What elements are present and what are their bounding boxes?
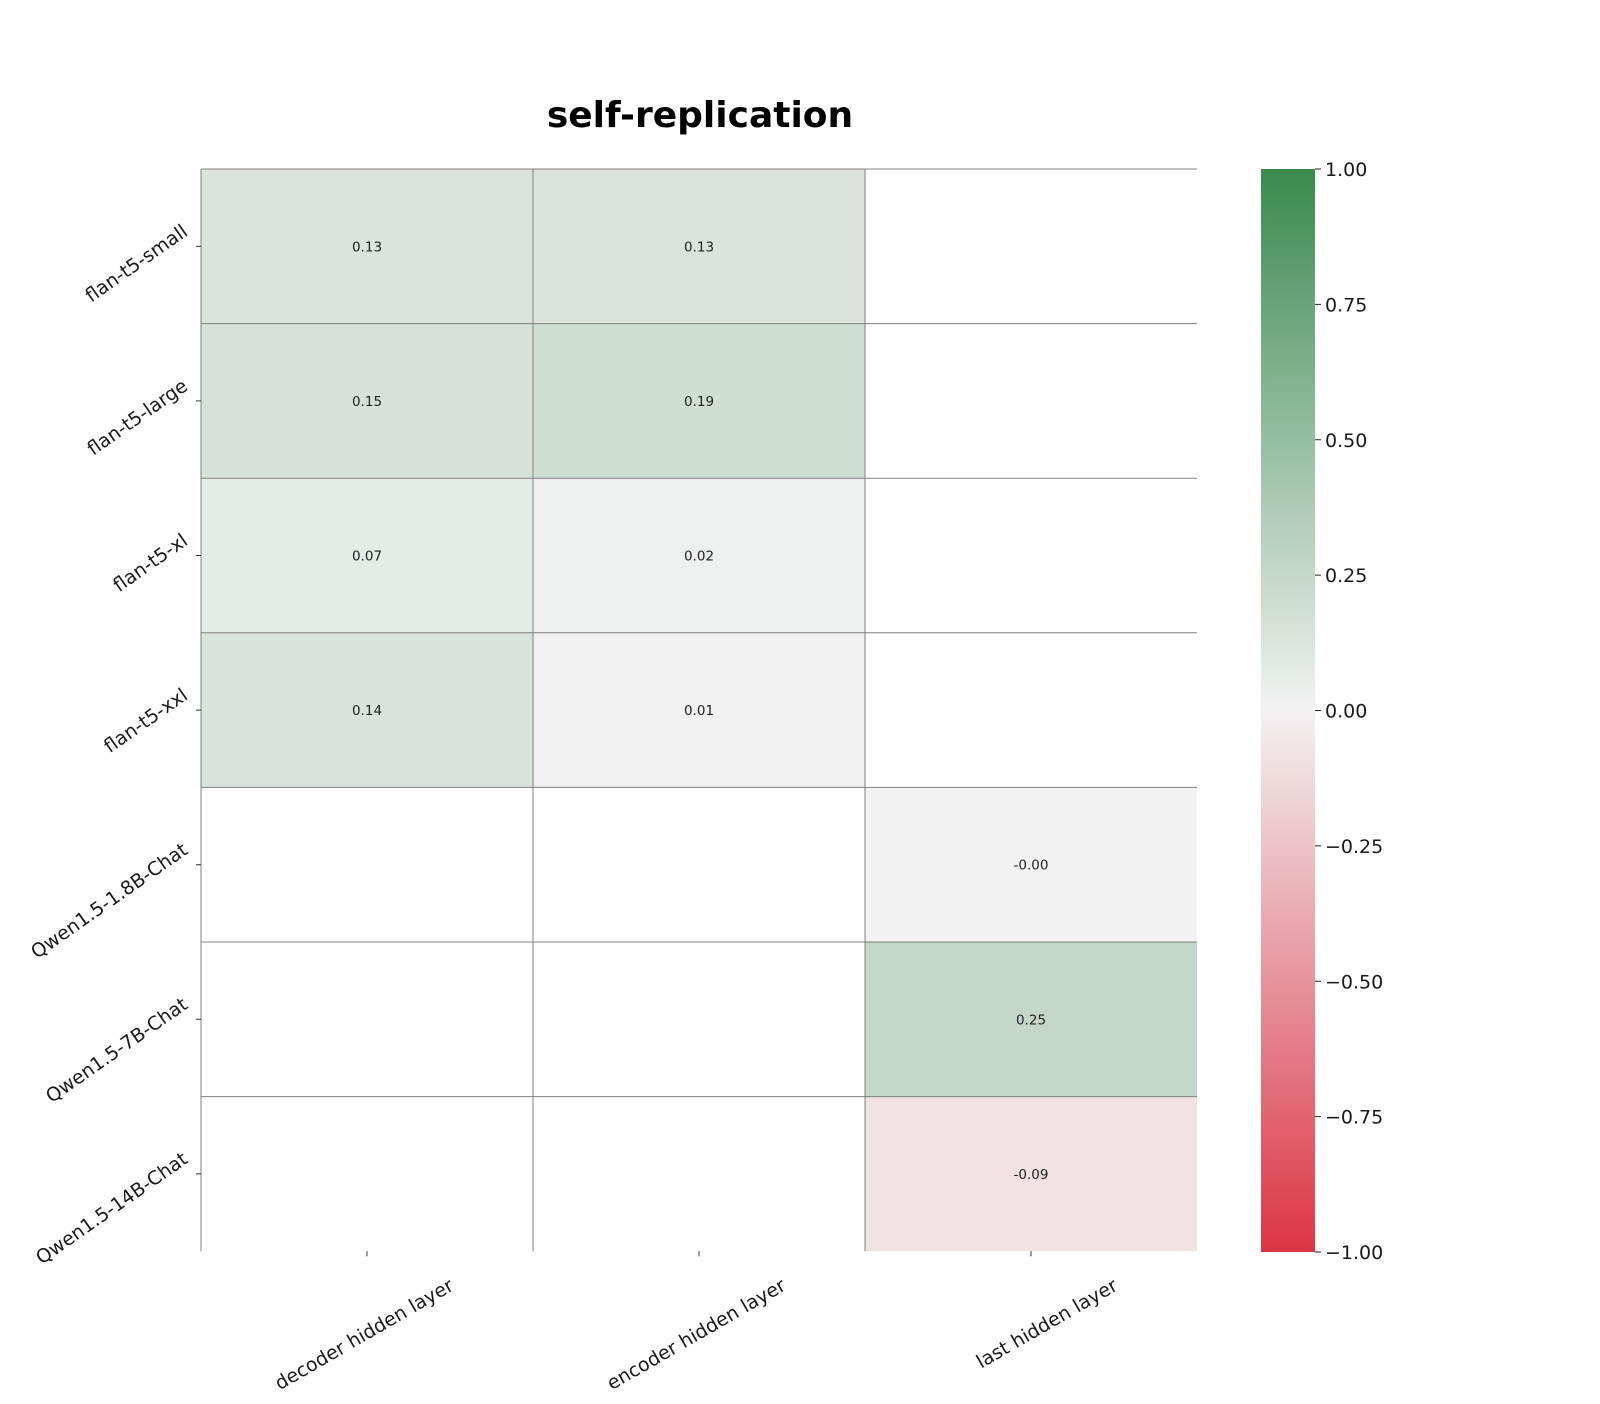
cell-value-label-r2-c0: 0.07 (352, 549, 382, 565)
heatmap-cell-r4-c2 (865, 787, 1197, 942)
heatmap-cell-r2-c0 (201, 478, 533, 633)
cell-value-label-r2-c1: 0.02 (684, 549, 714, 565)
x-tick-label-0: decoder hidden layer (271, 1274, 457, 1394)
cell-value-label-r3-c1: 0.01 (684, 703, 714, 719)
chart-title: self-replication (547, 95, 853, 136)
colorbar-gradient (1261, 169, 1315, 1252)
heatmap-cell-r1-c1 (533, 323, 865, 479)
heatmap-cell-r3-c1 (533, 632, 865, 788)
y-tick-label-4: Qwen1.5-1.8B-Chat (27, 839, 192, 964)
heatmap-cell-r5-c2 (865, 942, 1197, 1097)
colorbar-tick-label-6: −0.50 (1325, 971, 1383, 993)
colorbar-tick-label-2: 0.50 (1325, 430, 1367, 452)
colorbar: 1.00 0.75 0.50 0.25 0.00 −0.25 −0.50 −0.75 −1.00 (1261, 159, 1383, 1264)
colorbar-tick-label-7: −0.75 (1325, 1107, 1383, 1129)
colorbar-tick-label-0: 1.00 (1325, 159, 1367, 181)
y-axis: flan-t5-small flan-t5-large flan-t5-xl flan… (27, 220, 201, 1269)
x-axis: decoder hidden layer encoder hidden layer… (271, 1251, 1122, 1395)
y-tick-label-6: Qwen1.5-14B-Chat (32, 1148, 192, 1269)
y-tick-label-2: flan-t5-xl (109, 530, 192, 597)
heatmap-cell-r0-c1 (533, 169, 865, 324)
cell-value-label-r6-c2: -0.09 (1014, 1167, 1049, 1183)
y-tick-label-3: flan-t5-xxl (100, 684, 192, 757)
colorbar-tick-label-3: 0.25 (1325, 565, 1367, 587)
colorbar-tick-label-4: 0.00 (1325, 701, 1367, 723)
x-tick-label-2: last hidden layer (973, 1274, 1122, 1373)
heatmap-grid (200, 168, 1197, 1252)
colorbar-tick-label-5: −0.25 (1325, 836, 1383, 858)
y-tick-label-0: flan-t5-small (81, 220, 192, 307)
colorbar-tick-label-1: 0.75 (1325, 294, 1367, 316)
cell-value-label-r1-c0: 0.15 (352, 394, 382, 410)
cell-value-label-r0-c1: 0.13 (684, 239, 714, 255)
heatmap-cells (201, 169, 1197, 1252)
heatmap-cell-r3-c0 (201, 632, 533, 788)
y-tick-label-1: flan-t5-large (83, 375, 192, 460)
heatmap-cell-labels: 0.13 0.13 0.15 0.19 0.07 0.02 0.14 0.01 -0.00 0.2… (352, 239, 1049, 1183)
cell-value-label-r5-c2: 0.25 (1016, 1012, 1046, 1028)
x-tick-label-1: encoder hidden layer (603, 1274, 789, 1394)
heatmap-cell-r2-c1 (533, 478, 865, 633)
heatmap-cell-r0-c0 (201, 169, 533, 324)
cell-value-label-r0-c0: 0.13 (352, 239, 382, 255)
heatmap-cell-r6-c2 (865, 1096, 1197, 1252)
cell-value-label-r1-c1: 0.19 (684, 394, 714, 410)
cell-value-label-r3-c0: 0.14 (352, 703, 382, 719)
y-tick-label-5: Qwen1.5-7B-Chat (42, 993, 192, 1107)
colorbar-tick-label-8: −1.00 (1325, 1242, 1383, 1264)
cell-value-label-r4-c2: -0.00 (1014, 858, 1049, 874)
heatmap-cell-r1-c0 (201, 323, 533, 479)
